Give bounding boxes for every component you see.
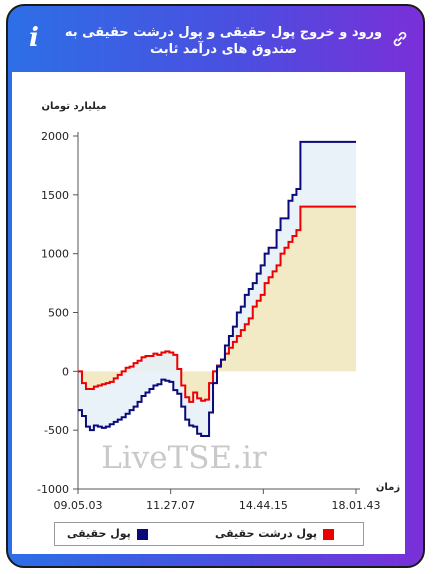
chart-title: ورود و خروج پول حقیقی و پول درشت حقیقی ب… [64,25,383,57]
chart-panel: 2000 1500 1000 500 0 -500 -1000 09.05.03 11.27.0… [12,72,405,554]
legend-label-big-real: پول درشت حقیقی [215,527,318,540]
y-tick-label-5: -500 [44,424,69,437]
x-tick-label-3: 18.01.43 [332,499,381,512]
card-header: i ورود و خروج پول حقیقی و پول درشت حقیقی… [8,6,423,76]
y-axis-label: میلیارد تومان [41,101,106,112]
x-tick-label-0: 09.05.03 [54,499,103,512]
info-icon[interactable]: i [29,23,39,53]
y-tick-label-2: 1000 [41,248,69,261]
y-tick-label-6: -1000 [37,483,69,496]
watermark: LiveTSE.ir [101,440,267,476]
y-tick-label-0: 2000 [41,130,69,143]
series-line-big-real [78,205,356,403]
y-tick-label-4: 0 [62,365,69,378]
area-fill-zero [78,206,356,402]
y-tick-label-3: 500 [48,307,69,320]
link-icon[interactable] [391,30,409,48]
x-tick-label-1: 11.27.07 [146,499,195,512]
legend-swatch-big-real [323,528,335,540]
legend-item-real[interactable]: پول حقیقی [67,527,148,541]
legend: پول حقیقی پول درشت حقیقی [54,522,364,546]
legend-item-big-real[interactable]: پول درشت حقیقی [215,527,335,541]
legend-swatch-real [136,528,148,540]
legend-label-real: پول حقیقی [67,527,131,540]
x-axis-label: زمان [376,482,400,493]
y-tick-label-1: 1500 [41,189,69,202]
area-fill-between [78,141,356,437]
series-line-real [78,140,356,438]
chart-svg: 2000 1500 1000 500 0 -500 -1000 09.05.03 11.27.0… [37,101,400,512]
x-tick-label-2: 14.44.15 [239,499,288,512]
